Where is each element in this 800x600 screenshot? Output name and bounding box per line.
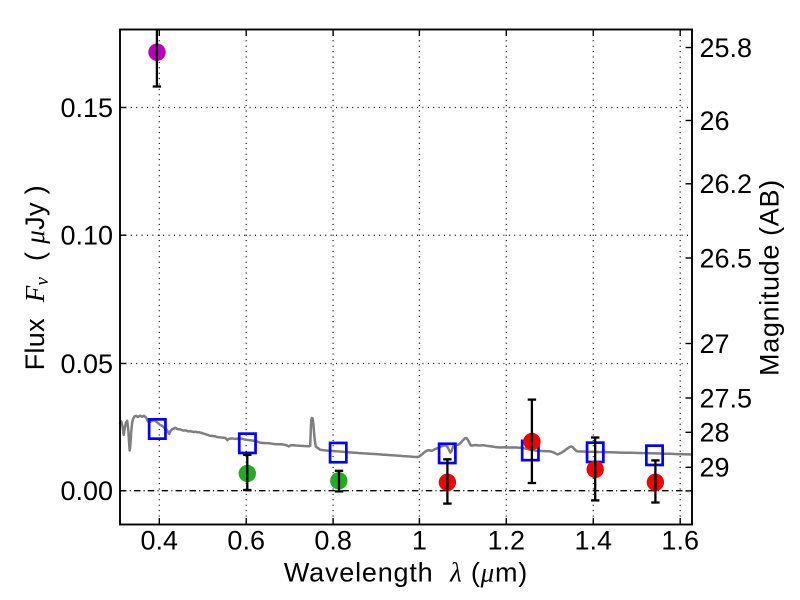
svg-text:29: 29	[700, 453, 730, 483]
svg-text:26.2: 26.2	[700, 169, 753, 199]
svg-text:0.15: 0.15	[60, 93, 113, 123]
svg-text:0.8: 0.8	[314, 526, 352, 556]
svg-text:0.10: 0.10	[60, 221, 113, 251]
svg-text:26: 26	[700, 106, 730, 136]
svg-text:1.4: 1.4	[575, 526, 613, 556]
svg-text:27.5: 27.5	[700, 383, 753, 413]
svg-text:Wavelength λ (μm): Wavelength λ (μm)	[284, 558, 528, 588]
svg-text:1.2: 1.2	[488, 526, 526, 556]
svg-text:0.00: 0.00	[60, 476, 113, 506]
svg-text:26.5: 26.5	[700, 243, 753, 273]
svg-text:Magnitude (AB): Magnitude (AB)	[755, 179, 785, 376]
svg-text:0.6: 0.6	[227, 526, 265, 556]
svg-text:27: 27	[700, 329, 730, 359]
svg-text:0.4: 0.4	[141, 526, 179, 556]
svg-text:0.05: 0.05	[60, 349, 113, 379]
svg-text:28: 28	[700, 418, 730, 448]
svg-text:25.8: 25.8	[700, 33, 753, 63]
svg-text:1: 1	[412, 526, 427, 556]
svg-text:1.6: 1.6	[661, 526, 699, 556]
